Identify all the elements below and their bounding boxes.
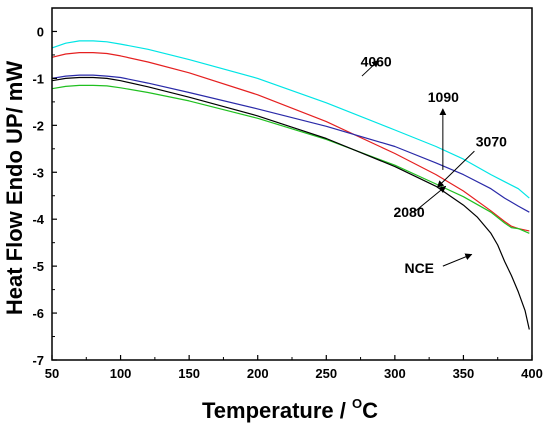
annotation-arrow (436, 150, 475, 188)
x-tick-label: 150 (178, 366, 200, 381)
x-tick-label: 350 (453, 366, 475, 381)
axes: 50 100 150 200 250 300 350 400 -7 -6 -5 -4 -3 -2 -1 0 (32, 7, 543, 381)
x-tick-label: 50 (45, 366, 59, 381)
plot-frame (51, 7, 533, 361)
y-tick-label: -6 (32, 306, 44, 321)
annotation-label: 4060 (361, 54, 392, 70)
x-tick-label: 300 (384, 366, 406, 381)
series-line-nce-red (51, 51, 530, 232)
annotation-arrow (413, 185, 447, 213)
y-tick-label: -5 (32, 259, 44, 274)
y-tick-label: -1 (32, 71, 44, 86)
annotation-arrow (442, 253, 473, 267)
annotation-label: 1090 (428, 89, 459, 105)
series-line-4060 (51, 40, 530, 199)
annotation-arrow (361, 60, 379, 77)
annotation-label: NCE (404, 260, 434, 276)
y-tick-label: -4 (32, 212, 44, 227)
y-tick-label: -7 (32, 353, 44, 368)
x-tick-label: 200 (247, 366, 269, 381)
series-line-2080 (51, 84, 530, 234)
plot-area: 4060 1090 3070 2080 NCE (51, 40, 530, 330)
y-tick-label: -2 (32, 118, 44, 133)
annotation-label: 3070 (476, 133, 507, 149)
y-tick-label: -3 (32, 165, 44, 180)
x-axis-title-sup: O (352, 396, 362, 411)
x-axis-title-text: Temperature / (202, 398, 352, 423)
x-axis-title: Temperature / OC (202, 396, 378, 423)
x-tick-label: 250 (315, 366, 337, 381)
series-line-3070 (51, 74, 530, 213)
x-axis-title-unit: C (362, 398, 378, 423)
x-tick-label: 100 (110, 366, 132, 381)
series-line-nce (51, 76, 530, 330)
annotation-label: 2080 (393, 204, 424, 220)
y-tick-label: 0 (37, 24, 44, 39)
x-tick-label: 400 (521, 366, 543, 381)
y-axis-title: Heat Flow Endo UP/ mW (2, 61, 27, 315)
